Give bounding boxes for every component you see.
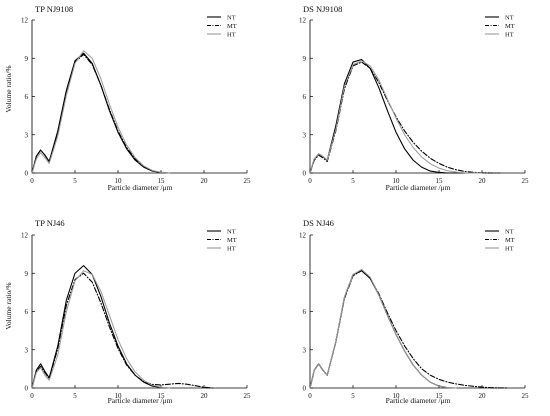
series-line-mt [31,272,214,389]
series-line-ht [31,270,171,389]
x-tick-label: 20 [479,177,487,185]
x-tick-label: 15 [436,392,444,400]
legend-label-ht: HT [227,32,236,39]
y-tick-label: 12 [21,232,29,240]
y-tick-label: 0 [303,170,307,178]
legend-label-mt: MT [505,237,515,244]
y-tick-label: 6 [25,308,29,316]
y-tick-label: 3 [25,131,29,139]
x-tick-label: 5 [351,177,355,185]
series-line-mt [309,270,509,389]
legend-label-nt: NT [227,229,236,236]
legend-label-ht: HT [227,246,236,253]
y-tick-label: 9 [303,55,307,63]
y-tick-label: 12 [299,232,307,240]
series-line-ht [31,50,171,174]
x-tick-label: 5 [73,177,77,185]
chart-panel-tp-nj46: TP NJ46 Volume ratio/% Particle diameter… [4,218,251,405]
x-tick-label: 25 [522,177,530,185]
x-tick-label: 15 [436,177,444,185]
series-line-ht [309,60,483,174]
series-line-mt [31,53,171,174]
x-tick-label: 0 [308,177,312,185]
y-tick-label: 3 [303,346,307,354]
series-line-nt [309,270,457,389]
y-tick-label: 9 [25,270,29,278]
legend-label-nt: NT [227,15,236,22]
chart-panel-tp-nj9108: TP NJ9108 Volume ratio/% Particle diamet… [4,4,251,192]
y-tick-label: 0 [25,385,29,393]
y-axis-label: Volume ratio/% [4,65,13,112]
y-tick-label: 0 [25,170,29,178]
y-tick-label: 6 [25,93,29,101]
x-axis-label: Particle diameter /μm [386,396,451,405]
legend-label-ht: HT [505,246,514,253]
legend-label-nt: NT [505,229,514,236]
x-tick-label: 10 [115,392,123,400]
x-tick-label: 10 [393,392,401,400]
y-tick-label: 3 [303,131,307,139]
y-tick-label: 0 [303,385,307,393]
series-line-nt [309,58,466,174]
x-tick-label: 10 [393,177,401,185]
x-tick-label: 25 [522,392,530,400]
legend-label-mt: MT [505,23,515,30]
series-line-nt [31,52,171,174]
axes: 0 5 10 15 20 25 0 3 6 9 12 [299,17,529,186]
legend-label-mt: MT [227,23,237,30]
x-tick-label: 25 [244,392,252,400]
series-line-ht [309,268,457,389]
x-tick-label: 10 [115,177,123,185]
y-tick-label: 3 [25,346,29,354]
x-tick-label: 20 [201,392,209,400]
axes: 0 5 10 15 20 25 0 3 6 9 12 [21,232,251,401]
axes: 0 5 10 15 20 25 0 3 6 9 12 [21,17,251,186]
x-tick-label: 0 [308,392,312,400]
x-axis-label: Particle diameter /μm [108,396,173,405]
x-axis-label: Particle diameter /μm [108,183,173,192]
x-tick-label: 20 [479,392,487,400]
y-tick-label: 9 [25,55,29,63]
panel-title: DS NJ9108 [303,4,342,14]
panel-title: TP NJ9108 [35,4,73,14]
series-line-mt [309,61,500,174]
x-tick-label: 25 [244,177,252,185]
axes: 0 5 10 15 20 25 0 3 6 9 12 [299,232,529,401]
y-tick-label: 12 [21,17,29,25]
x-tick-label: 15 [158,392,166,400]
x-axis-label: Particle diameter /μm [386,183,451,192]
y-tick-label: 6 [303,93,307,101]
legend-label-nt: NT [505,15,514,22]
x-tick-label: 15 [158,177,166,185]
panel-title: TP NJ46 [35,218,65,228]
panel-title: DS NJ46 [303,218,334,228]
legend-label-mt: MT [227,237,237,244]
y-axis-label: Volume ratio/% [4,282,13,329]
chart-panel-ds-nj46: DS NJ46 Particle diameter /μm 0 5 10 15 20 25… [299,218,529,405]
x-tick-label: 20 [201,177,209,185]
x-tick-label: 5 [351,392,355,400]
y-tick-label: 12 [299,17,307,25]
y-tick-label: 6 [303,308,307,316]
x-tick-label: 0 [30,177,34,185]
chart-panel-ds-nj9108: DS NJ9108 Particle diameter /μm 0 5 10 15 20… [299,4,529,192]
x-tick-label: 0 [30,392,34,400]
x-tick-label: 5 [73,392,77,400]
legend-label-ht: HT [505,32,514,39]
y-tick-label: 9 [303,270,307,278]
